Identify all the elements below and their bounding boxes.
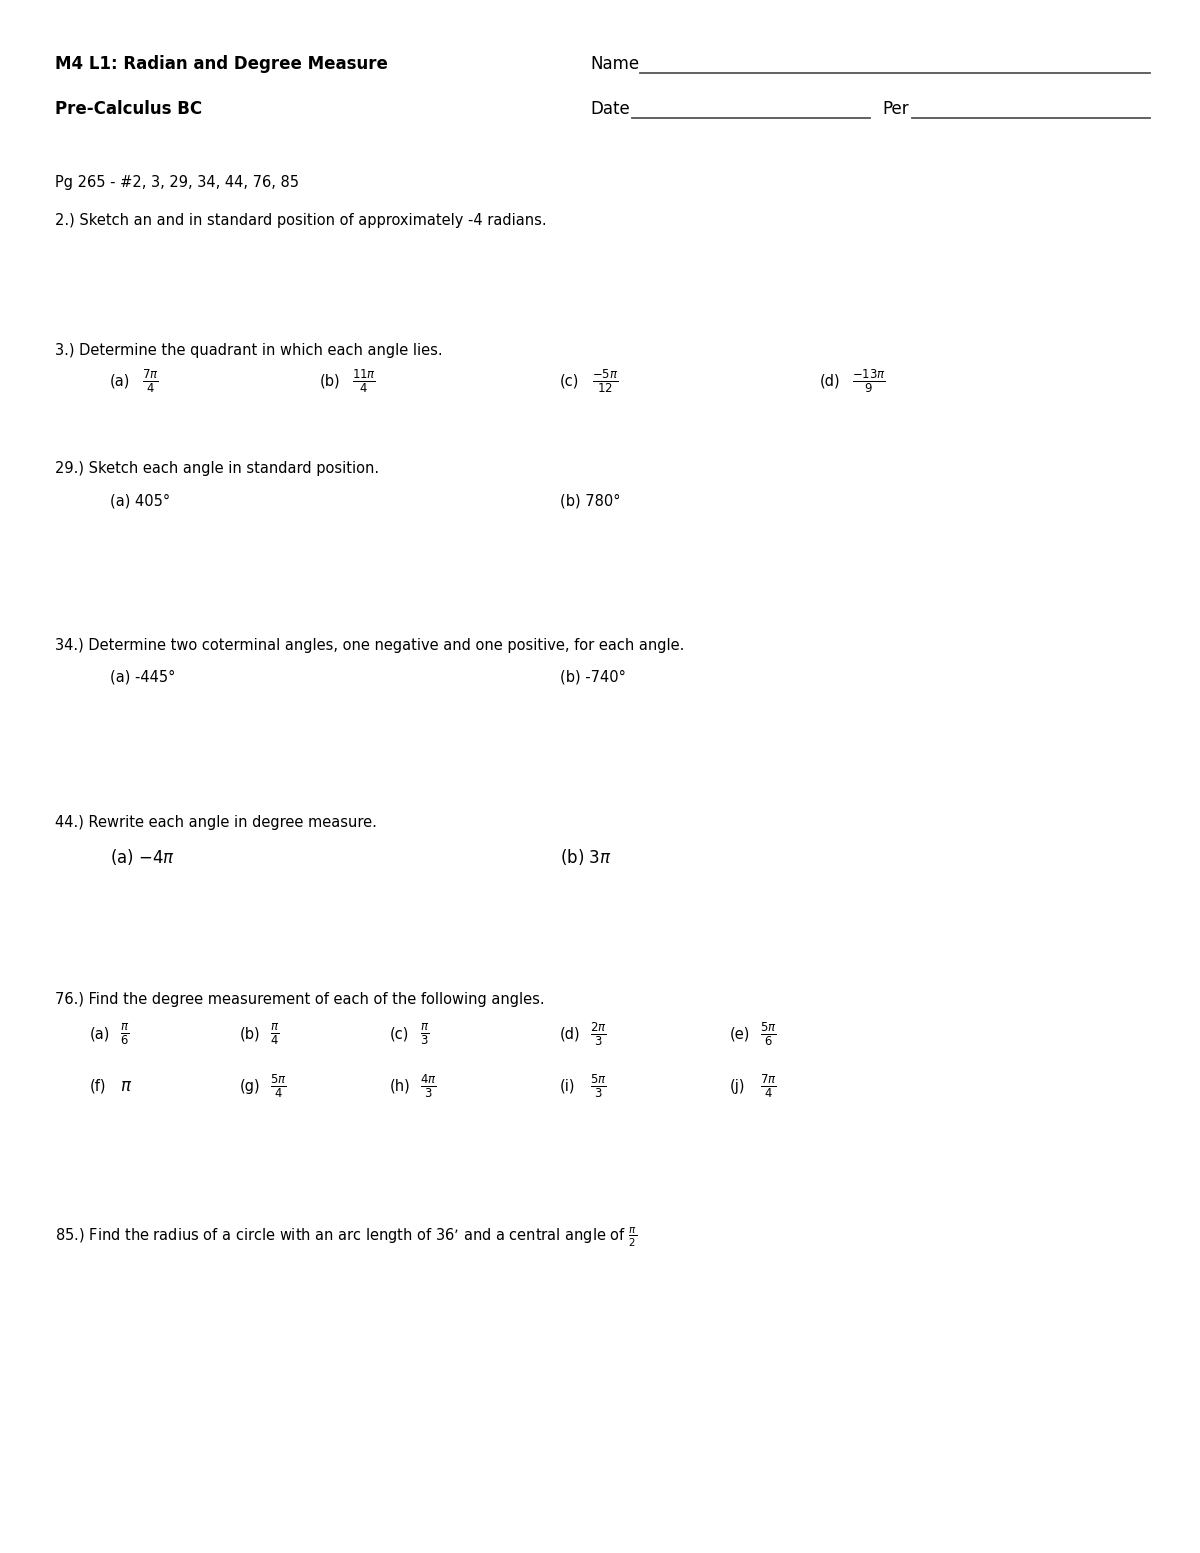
Text: Date: Date [590, 99, 630, 118]
Text: $\frac{7\pi}{4}$: $\frac{7\pi}{4}$ [142, 368, 158, 394]
Text: $\frac{5\pi}{4}$: $\frac{5\pi}{4}$ [270, 1072, 287, 1100]
Text: $\frac{\pi}{6}$: $\frac{\pi}{6}$ [120, 1022, 130, 1047]
Text: $\pi$: $\pi$ [120, 1076, 132, 1095]
Text: $\frac{7\pi}{4}$: $\frac{7\pi}{4}$ [760, 1072, 776, 1100]
Text: Pg 265 - #2, 3, 29, 34, 44, 76, 85: Pg 265 - #2, 3, 29, 34, 44, 76, 85 [55, 175, 299, 189]
Text: (b) -740°: (b) -740° [560, 669, 626, 685]
Text: 76.) Find the degree measurement of each of the following angles.: 76.) Find the degree measurement of each… [55, 992, 545, 1006]
Text: (b): (b) [320, 374, 341, 388]
Text: Pre-Calculus BC: Pre-Calculus BC [55, 99, 202, 118]
Text: (a): (a) [110, 374, 131, 388]
Text: $\frac{5\pi}{3}$: $\frac{5\pi}{3}$ [590, 1072, 606, 1100]
Text: $\frac{2\pi}{3}$: $\frac{2\pi}{3}$ [590, 1020, 606, 1048]
Text: $\frac{5\pi}{6}$: $\frac{5\pi}{6}$ [760, 1020, 776, 1048]
Text: 3.) Determine the quadrant in which each angle lies.: 3.) Determine the quadrant in which each… [55, 343, 443, 359]
Text: (f): (f) [90, 1078, 107, 1093]
Text: 44.) Rewrite each angle in degree measure.: 44.) Rewrite each angle in degree measur… [55, 815, 377, 829]
Text: (a): (a) [90, 1027, 110, 1042]
Text: (i): (i) [560, 1078, 576, 1093]
Text: M4 L1: Radian and Degree Measure: M4 L1: Radian and Degree Measure [55, 54, 388, 73]
Text: (d): (d) [820, 374, 841, 388]
Text: (c): (c) [390, 1027, 409, 1042]
Text: Per: Per [882, 99, 908, 118]
Text: 34.) Determine two coterminal angles, one negative and one positive, for each an: 34.) Determine two coterminal angles, on… [55, 638, 684, 652]
Text: (e): (e) [730, 1027, 750, 1042]
Text: (c): (c) [560, 374, 580, 388]
Text: (a) $-4\pi$: (a) $-4\pi$ [110, 846, 175, 867]
Text: $\frac{\pi}{4}$: $\frac{\pi}{4}$ [270, 1022, 280, 1047]
Text: 2.) Sketch an and in standard position of approximately -4 radians.: 2.) Sketch an and in standard position o… [55, 213, 547, 228]
Text: $\frac{-13\pi}{9}$: $\frac{-13\pi}{9}$ [852, 368, 886, 394]
Text: $\frac{-5\pi}{12}$: $\frac{-5\pi}{12}$ [592, 368, 618, 394]
Text: (b) 780°: (b) 780° [560, 492, 620, 508]
Text: $\frac{11\pi}{4}$: $\frac{11\pi}{4}$ [352, 368, 376, 394]
Text: (b): (b) [240, 1027, 260, 1042]
Text: (a) 405°: (a) 405° [110, 492, 170, 508]
Text: Name: Name [590, 54, 640, 73]
Text: (j): (j) [730, 1078, 745, 1093]
Text: (a) -445°: (a) -445° [110, 669, 175, 685]
Text: $\frac{\pi}{3}$: $\frac{\pi}{3}$ [420, 1022, 430, 1047]
Text: $\frac{4\pi}{3}$: $\frac{4\pi}{3}$ [420, 1072, 437, 1100]
Text: (d): (d) [560, 1027, 581, 1042]
Text: (g): (g) [240, 1078, 260, 1093]
Text: (h): (h) [390, 1078, 410, 1093]
Text: 29.) Sketch each angle in standard position.: 29.) Sketch each angle in standard posit… [55, 461, 379, 477]
Text: 85.) Find the radius of a circle with an arc length of 36’ and a central angle o: 85.) Find the radius of a circle with an… [55, 1225, 637, 1249]
Text: (b) $3\pi$: (b) $3\pi$ [560, 846, 612, 867]
